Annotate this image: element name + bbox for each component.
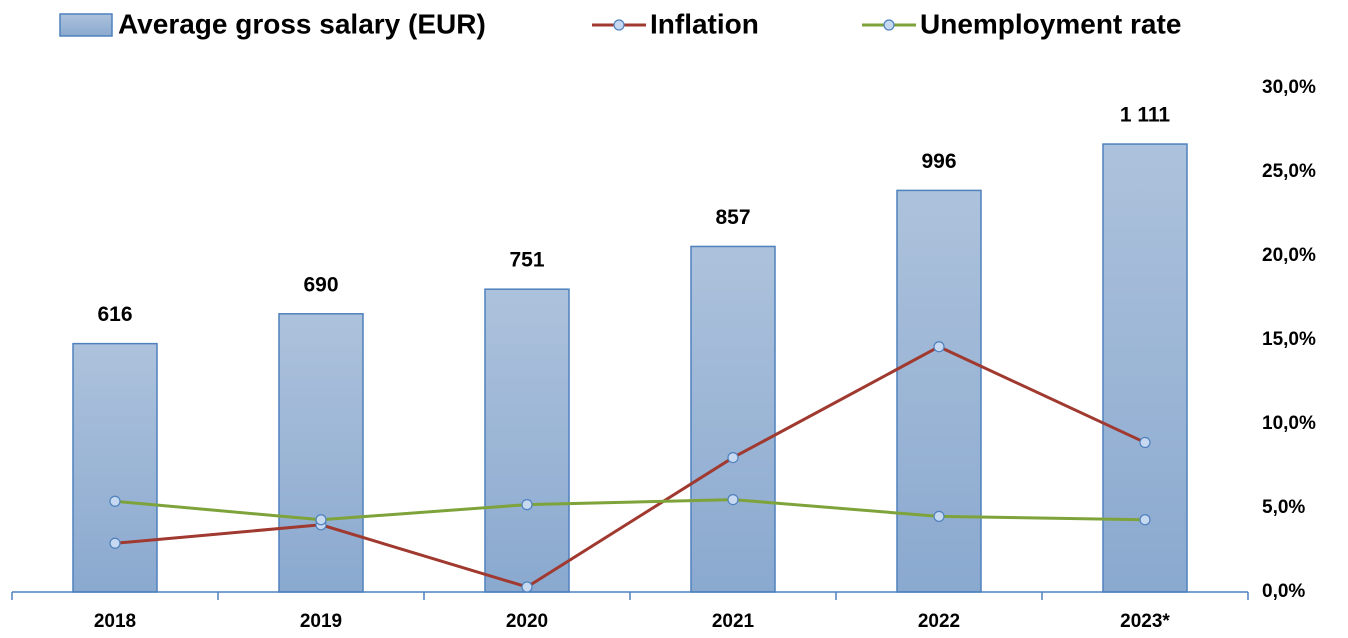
x-tick-label: 2022 (918, 611, 960, 632)
bar (484, 288, 570, 593)
marker (727, 452, 739, 464)
legend-marker (883, 19, 895, 31)
legend-label: Average gross salary (EUR) (118, 8, 486, 39)
data-label: 616 (97, 303, 132, 326)
marker (109, 495, 121, 507)
data-label: 996 (921, 150, 956, 173)
y2-tick-label: 0,0% (1262, 581, 1305, 602)
data-label: 690 (303, 273, 338, 296)
marker (933, 341, 945, 353)
x-tick-label: 2023* (1120, 611, 1170, 632)
data-label: 751 (509, 249, 544, 272)
y2-tick-label: 5,0% (1262, 497, 1305, 518)
marker (315, 514, 327, 526)
marker (521, 499, 533, 511)
marker (521, 581, 533, 593)
bar (72, 342, 158, 593)
y2-tick-label: 30,0% (1262, 77, 1316, 98)
x-tick-label: 2018 (94, 611, 136, 632)
line-series (114, 498, 1146, 522)
legend-swatch (59, 13, 113, 37)
line-series (114, 345, 1146, 589)
legend-label: Unemployment rate (920, 8, 1181, 39)
y2-tick-label: 20,0% (1262, 245, 1316, 266)
x-tick-label: 2021 (712, 611, 755, 632)
marker (1139, 436, 1151, 449)
marker (109, 537, 121, 549)
y2-tick-label: 10,0% (1262, 413, 1316, 434)
x-tick-label: 2019 (300, 611, 342, 632)
legend-marker (613, 19, 625, 31)
marker (1139, 514, 1151, 526)
marker (727, 494, 739, 506)
data-label: 1 111 (1120, 104, 1171, 127)
y2-tick-label: 25,0% (1262, 161, 1316, 182)
bar (278, 313, 364, 593)
data-label: 857 (715, 206, 750, 229)
bar (896, 189, 982, 593)
bar (690, 245, 776, 593)
x-tick-label: 2020 (506, 611, 548, 632)
legend-label: Inflation (650, 8, 759, 39)
marker (933, 510, 945, 523)
y2-tick-label: 15,0% (1262, 329, 1316, 350)
